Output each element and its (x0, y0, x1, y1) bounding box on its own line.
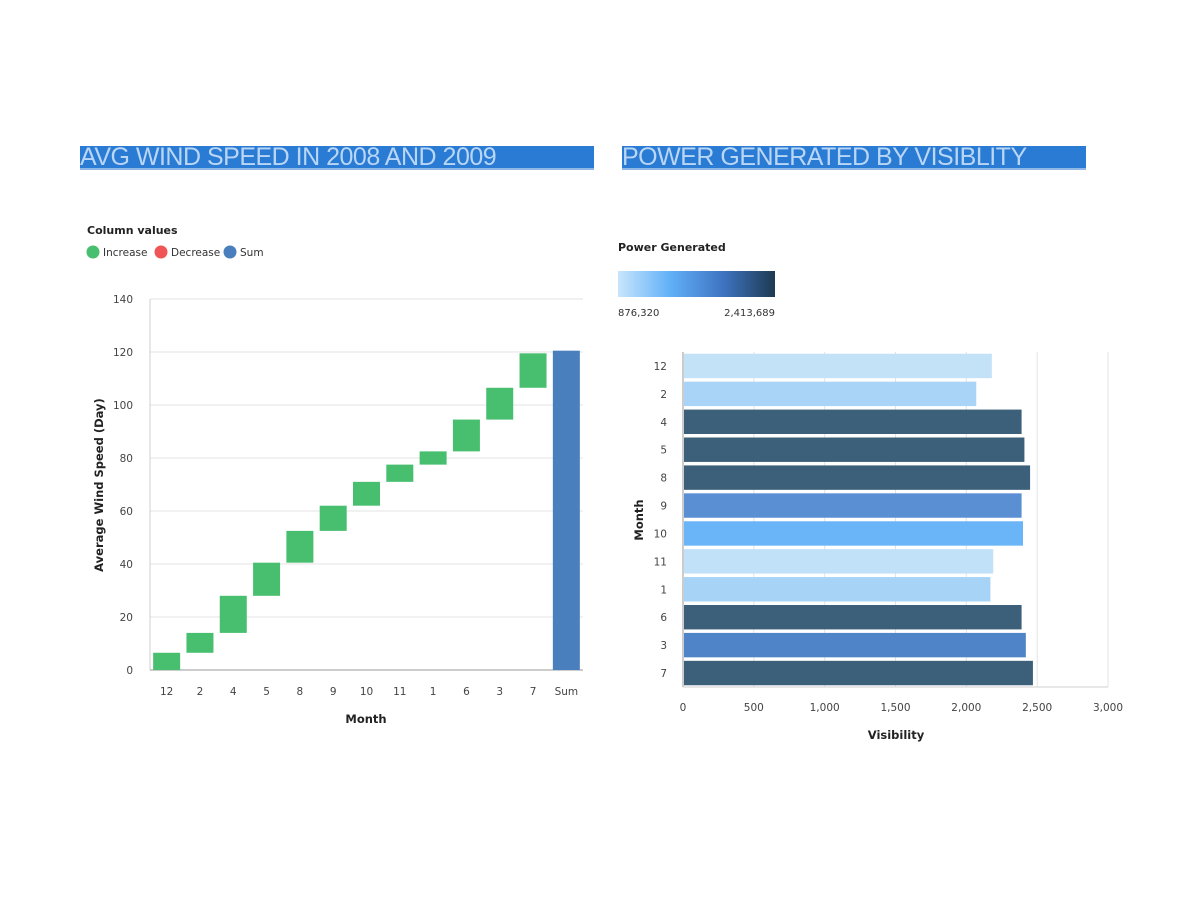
waterfall-bar (253, 562, 281, 596)
bar (684, 632, 1026, 658)
x-tick-label: 12 (160, 686, 173, 698)
x-tick-label: 3 (496, 686, 503, 698)
y-axis-title: Average Wind Speed (Day) (92, 398, 106, 572)
x-tick-label: 2 (197, 686, 204, 698)
waterfall-bar (452, 419, 480, 452)
x-tick-label: 2,500 (1022, 702, 1052, 714)
waterfall-bar (486, 387, 514, 420)
legend-label: Sum (240, 247, 264, 259)
bar (684, 521, 1023, 546)
legend-marker (223, 245, 237, 259)
color-legend-title: Power Generated (618, 241, 726, 254)
waterfall-bar (319, 505, 347, 531)
y-tick-label: 80 (120, 453, 133, 465)
y-tick-label: 20 (120, 612, 133, 624)
legend-label: Decrease (171, 247, 220, 259)
x-tick-label: 2,000 (951, 702, 981, 714)
legend-marker (154, 245, 168, 259)
waterfall-bar (153, 652, 181, 670)
y-tick-label: 6 (660, 612, 667, 624)
y-tick-label: 9 (660, 501, 667, 513)
waterfall-bar (353, 481, 380, 506)
power-panel-title: POWER GENERATED BY VISIBLITY (622, 146, 1086, 170)
waterfall-bar (286, 530, 314, 563)
y-tick-label: 60 (120, 506, 133, 518)
wind-speed-panel-title: AVG WIND SPEED IN 2008 AND 2009 (80, 146, 594, 170)
x-tick-label: 4 (230, 686, 237, 698)
x-tick-label: 11 (393, 686, 406, 698)
x-axis-title: Month (345, 712, 386, 726)
y-tick-label: 40 (120, 559, 133, 571)
bar (684, 381, 977, 407)
x-tick-label: 8 (297, 686, 304, 698)
x-tick-label: 1,500 (880, 702, 910, 714)
y-tick-label: 140 (113, 294, 133, 306)
bar (684, 437, 1025, 462)
x-tick-label: 3,000 (1093, 702, 1123, 714)
legend-label: Increase (103, 247, 147, 259)
bar (684, 409, 1022, 434)
y-tick-label: 12 (654, 361, 667, 373)
x-tick-label: 1 (430, 686, 437, 698)
waterfall-bar (219, 595, 247, 633)
x-tick-label: 10 (360, 686, 373, 698)
x-tick-label: 6 (463, 686, 470, 698)
bar (684, 605, 1022, 630)
y-tick-label: 3 (660, 640, 667, 652)
waterfall-bar (519, 353, 547, 388)
waterfall-bar (386, 464, 414, 482)
x-tick-label: 1,000 (810, 702, 840, 714)
x-tick-label: 9 (330, 686, 337, 698)
bar (684, 465, 1031, 490)
x-tick-label: 5 (263, 686, 270, 698)
bar (684, 660, 1033, 686)
waterfall-bar (552, 350, 580, 670)
x-axis-title: Visibility (868, 728, 925, 742)
y-tick-label: 7 (660, 668, 667, 680)
waterfall-bar (186, 632, 214, 653)
x-tick-label: 0 (680, 702, 687, 714)
y-tick-label: 100 (113, 400, 133, 412)
y-tick-label: 11 (654, 556, 667, 568)
bar (684, 353, 992, 379)
y-tick-label: 8 (660, 473, 667, 485)
y-tick-label: 0 (126, 665, 133, 677)
legend-marker (86, 245, 100, 259)
bar (684, 549, 994, 574)
x-tick-label: Sum (555, 686, 579, 698)
bar (684, 577, 991, 602)
legend-title: Column values (87, 224, 178, 237)
x-tick-label: 500 (744, 702, 764, 714)
bar (684, 493, 1022, 518)
y-tick-label: 2 (660, 389, 667, 401)
y-axis-title: Month (632, 499, 646, 540)
color-scale-bar (618, 271, 775, 297)
color-scale-min-label: 876,320 (618, 308, 659, 319)
x-tick-label: 7 (530, 686, 537, 698)
y-tick-label: 1 (660, 584, 667, 596)
waterfall-bar (419, 451, 447, 465)
y-tick-label: 4 (660, 417, 667, 429)
color-scale-max-label: 2,413,689 (724, 308, 775, 319)
y-tick-label: 120 (113, 347, 133, 359)
y-tick-label: 10 (654, 528, 667, 540)
y-tick-label: 5 (660, 445, 667, 457)
